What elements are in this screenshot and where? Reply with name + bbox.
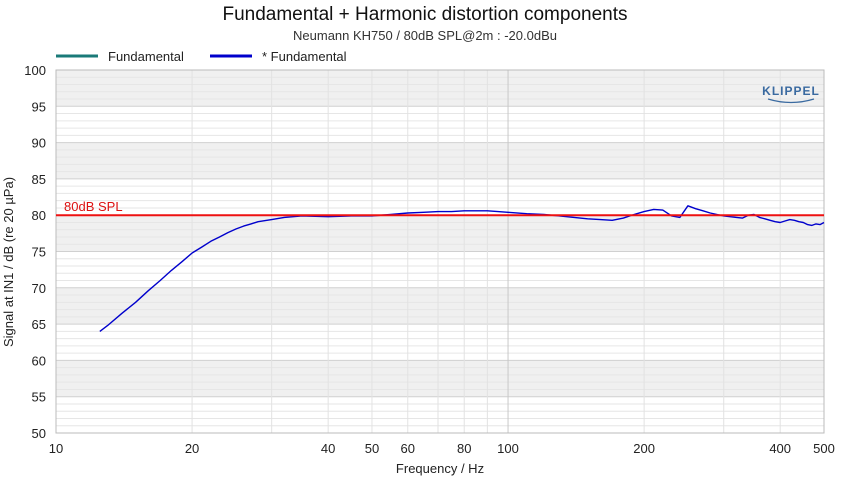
plot-band	[56, 324, 824, 361]
chart-title: Fundamental + Harmonic distortion compon…	[222, 4, 627, 25]
x-tick-label: 100	[497, 441, 519, 456]
x-axis-label: Frequency / Hz	[396, 461, 484, 476]
y-tick-label: 50	[32, 426, 46, 441]
chart-subtitle: Neumann KH750 / 80dB SPL@2m : -20.0dBu	[293, 28, 557, 43]
logo-text: KLIPPEL	[762, 84, 820, 98]
series-layer	[99, 205, 825, 332]
legend: Fundamental * Fundamental	[56, 49, 347, 64]
y-axis-label: Signal at IN1 / dB (re 20 µPa)	[1, 177, 16, 347]
y-tick-label: 75	[32, 245, 46, 260]
plot-band	[56, 251, 824, 288]
reference-line-group: 80dB SPL	[56, 199, 824, 217]
x-tick-label: 20	[185, 441, 199, 456]
x-tick-label: 400	[769, 441, 791, 456]
plot-frame	[55, 69, 825, 434]
plot-band	[56, 142, 824, 179]
x-tick-label: 60	[401, 441, 415, 456]
y-tick-label: 90	[32, 136, 46, 151]
y-tick-label: 65	[32, 317, 46, 332]
klippel-logo: KLIPPEL	[762, 84, 820, 104]
y-tick-label: 95	[32, 99, 46, 114]
y-tick-label: 100	[24, 63, 46, 78]
y-tick-labels: 50 55 60 65 70 75 80 85 90 95 100	[24, 63, 46, 441]
x-tick-label: 80	[457, 441, 471, 456]
series-line-1	[99, 205, 825, 332]
x-tick-labels: 10 20 40 50 60 80 100 200 400 500	[49, 441, 835, 456]
plot-band	[56, 215, 824, 252]
x-tick-label: 500	[813, 441, 835, 456]
reference-line-label: 80dB SPL	[64, 199, 123, 214]
y-tick-label: 60	[32, 353, 46, 368]
legend-label-star-fundamental: * Fundamental	[262, 49, 347, 64]
y-tick-label: 85	[32, 172, 46, 187]
plot-band	[56, 106, 824, 143]
plot-band	[56, 287, 824, 325]
plot-band	[56, 396, 824, 433]
x-tick-label: 10	[49, 441, 63, 456]
logo-swoosh	[767, 98, 815, 104]
y-tick-label: 80	[32, 208, 46, 223]
legend-label-fundamental: Fundamental	[108, 49, 184, 64]
x-tick-label: 40	[321, 441, 335, 456]
y-tick-label: 55	[32, 390, 46, 405]
plot-band	[56, 360, 824, 397]
plot-band	[56, 178, 824, 216]
x-tick-label: 50	[365, 441, 379, 456]
y-tick-label: 70	[32, 281, 46, 296]
x-tick-label: 200	[633, 441, 655, 456]
plot-band	[56, 70, 824, 107]
